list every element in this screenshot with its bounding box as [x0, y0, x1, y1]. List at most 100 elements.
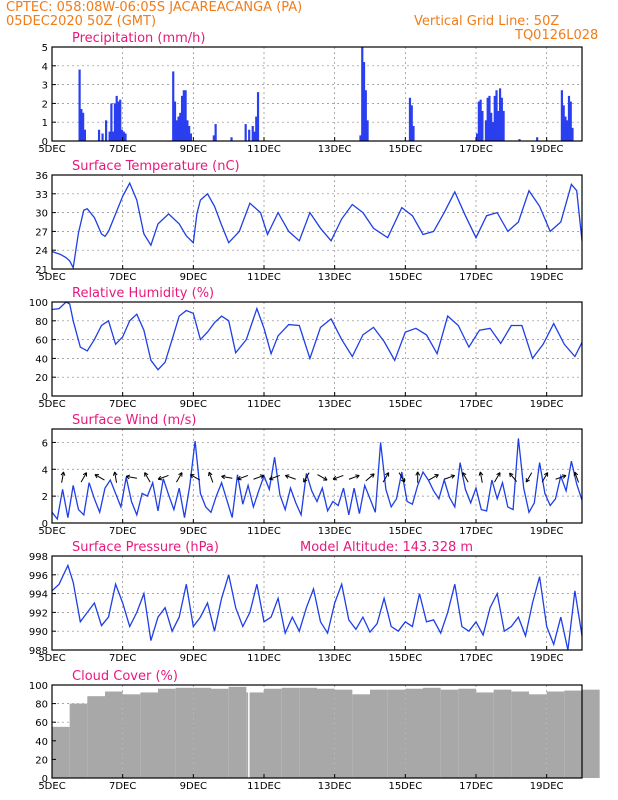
panel-pres: Surface Pressure (hPa) Model Altitude: 14… [29, 540, 583, 664]
y-tick-label: 36 [35, 171, 48, 182]
wind-arrow-shaft [80, 472, 87, 483]
wind-arrow-head [400, 478, 406, 483]
y-tick-label: 3 [42, 81, 48, 92]
wind-arrow-shaft [398, 472, 405, 483]
y-tick-label: 996 [29, 571, 48, 582]
bar-precip [189, 133, 192, 141]
y-tick-label: 2 [42, 492, 48, 503]
x-tick-label: 7DEC [109, 144, 136, 155]
panel-frame [51, 428, 583, 524]
bar-precip [214, 124, 217, 141]
bar-precip [366, 120, 369, 141]
wind-arrow-shaft [555, 474, 567, 480]
wind-arrow [573, 471, 580, 483]
panel-cloud: Cloud Cover (%) 0 20 40 60 80 100 5DEC 7DEC 9DEC 1… [29, 669, 600, 792]
wind-arrow-shaft [462, 472, 469, 483]
bar-cloud [158, 688, 176, 778]
bar-precip [488, 95, 491, 141]
wind-arrow [269, 474, 280, 481]
x-tick-label: 9DEC [180, 653, 207, 664]
wind-arrow-head [332, 475, 338, 481]
bar-precip [490, 112, 493, 141]
bar-precip [476, 133, 479, 141]
wind-arrow [541, 472, 549, 483]
y-tick-label: 0 [42, 392, 48, 403]
y-tick-label: 2 [42, 99, 48, 110]
x-tick-label: 17DEC [459, 144, 493, 155]
wind-arrow-shaft [348, 474, 360, 480]
bar-precip [481, 110, 484, 141]
wind-arrow [112, 471, 118, 483]
bar-precip [120, 129, 124, 141]
wind-arrow-shaft [509, 472, 518, 482]
x-tick-label: 13DEC [318, 272, 352, 283]
y-tick-label: 27 [35, 227, 48, 238]
panel-title-pres: Surface Pressure (hPa) [72, 540, 219, 555]
bar-precip [124, 133, 127, 141]
x-tick-label: 9DEC [180, 144, 207, 155]
wind-arrow-head [509, 472, 514, 478]
wind-arrow-head [157, 475, 163, 481]
x-tick-label: 7DEC [109, 526, 136, 537]
y-tick-label: 1 [42, 118, 48, 129]
bar-cloud [122, 694, 141, 778]
panel-frame [51, 174, 583, 270]
wind-arrow-head [189, 474, 195, 479]
bar-precip [119, 99, 122, 141]
series-line-pres [51, 563, 583, 651]
bar-cloud [582, 689, 600, 778]
wind-arrow-head [208, 471, 213, 477]
bar-precip [175, 120, 178, 141]
bar-cloud [193, 687, 211, 778]
wind-arrow-shaft [479, 471, 483, 483]
wind-arrow-shaft [285, 474, 296, 480]
y-tick-label: 30 [35, 209, 48, 220]
bar-precip [410, 105, 413, 141]
bar-cloud [246, 692, 264, 778]
bar-precip [256, 92, 260, 141]
wind-arrow [415, 471, 421, 483]
wind-arrow [80, 472, 88, 483]
bar-precip [498, 88, 502, 141]
bar-cloud [105, 691, 123, 778]
bar-cloud [370, 689, 388, 778]
bar-precip [112, 131, 115, 141]
bar-precip [362, 62, 366, 141]
wind-arrow-shaft [444, 474, 455, 480]
bar-precip [412, 125, 415, 141]
bar-precip [477, 101, 480, 141]
bar-cloud [299, 687, 317, 778]
bar-precip [562, 105, 565, 141]
wind-arrow-shaft [190, 474, 201, 481]
bar-cloud [317, 688, 335, 778]
panel-title-wind: Surface Wind (m/s) [72, 413, 196, 428]
wind-arrow-head [355, 474, 360, 479]
y-tick-label: 20 [35, 755, 48, 766]
x-tick-label: 19DEC [530, 399, 564, 410]
x-tick-label: 5DEC [38, 399, 65, 410]
bar-precip [536, 137, 539, 141]
bar-precip [180, 95, 184, 141]
y-tick-label: 4 [42, 465, 48, 476]
y-tick-label: 998 [29, 552, 48, 563]
y-tick-label: 992 [29, 608, 48, 619]
wind-arrow-shaft [114, 471, 118, 483]
bar-precip [479, 99, 482, 141]
wind-arrow [555, 474, 567, 480]
x-tick-label: 5DEC [38, 144, 65, 155]
wind-arrow-shaft [176, 472, 183, 483]
header-right-line2: TQ0126L028 [515, 28, 599, 43]
panel-temp: Surface Temperature (nC) 21 24 27 30 33 36 5DEC… [35, 159, 583, 283]
x-tick-label: 19DEC [530, 144, 564, 155]
wind-arrow-shaft [221, 475, 233, 479]
wind-arrow [525, 472, 533, 483]
y-tick-label: 0 [42, 774, 48, 785]
bar-precip [244, 124, 247, 141]
bar-precip [566, 120, 569, 141]
wind-arrow-head [94, 474, 99, 479]
bar-precip [518, 139, 521, 141]
x-tick-label: 9DEC [180, 272, 207, 283]
bar-precip [83, 129, 86, 141]
wind-arrow-head [496, 472, 501, 477]
wind-arrow [317, 474, 328, 481]
